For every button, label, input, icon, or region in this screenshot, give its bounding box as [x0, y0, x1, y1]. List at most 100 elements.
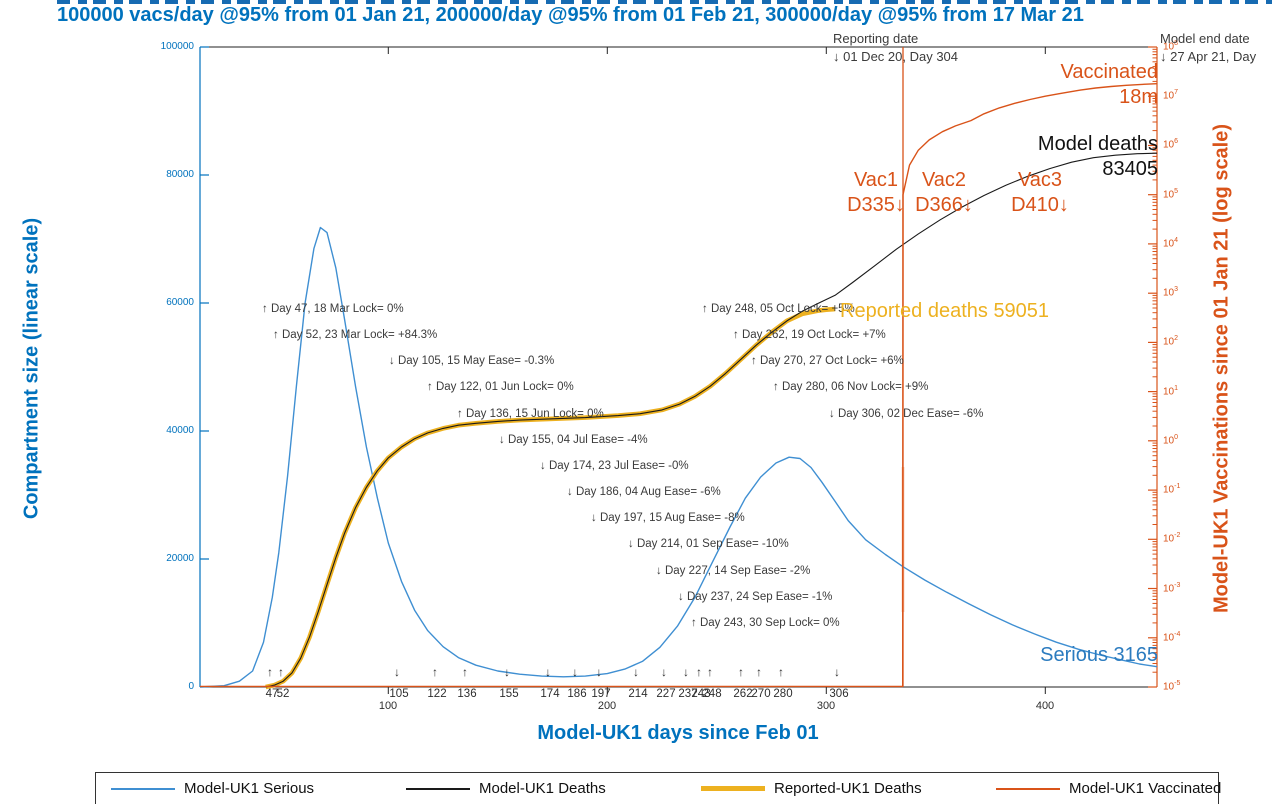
y-right-tick-label: 103	[1163, 286, 1179, 299]
x-event-arrow: ↓	[572, 665, 578, 679]
series-model-uk1-serious	[199, 226, 1158, 688]
x-event-arrow: ↑	[462, 665, 468, 679]
x-event-tick-label: 227	[656, 688, 676, 700]
x-event-arrow: ↑	[778, 665, 784, 679]
lock-ease-annotation: ↓ Day 197, 15 Aug Ease= -8%	[591, 512, 745, 524]
lock-ease-annotation: ↑ Day 248, 05 Oct Lock= +5%	[702, 303, 855, 315]
legend: Model-UK1 Serious Model-UK1 Deaths Repor…	[95, 772, 1221, 804]
x-event-tick-label: 248	[702, 688, 722, 700]
lock-ease-annotation: ↓ Day 306, 02 Dec Ease= -6%	[829, 408, 984, 420]
legend-item-deaths: Model-UK1 Deaths	[406, 773, 606, 804]
model-end-date-annotation: Model end date ↓ 27 Apr 21, Day	[1160, 30, 1278, 66]
y-left-tick-label: 100000	[160, 41, 194, 52]
x-event-tick-label: 105	[389, 688, 409, 700]
x-event-tick-label: 306	[829, 688, 849, 700]
chart-title: 100000 vacs/day @95% from 01 Jan 21, 200…	[57, 4, 1084, 26]
y-right-tick-label: 10-2	[1163, 532, 1181, 545]
legend-label: Reported-UK1 Deaths	[774, 780, 922, 797]
vaccinated-label-text: Vaccinated	[1060, 61, 1158, 83]
vac-event-label: Vac1 D335↓	[847, 169, 905, 216]
x-event-arrow: ↓	[504, 665, 510, 679]
x-event-arrow: ↑	[756, 665, 762, 679]
x-event-arrow: ↓	[633, 665, 639, 679]
lock-ease-annotation: ↑ Day 243, 30 Sep Lock= 0%	[691, 617, 840, 629]
y-left-tick-label: 40000	[166, 425, 194, 436]
x-event-tick-label: 186	[567, 688, 587, 700]
lock-ease-annotation: ↓ Day 105, 15 May Ease= -0.3%	[389, 355, 555, 367]
model-deaths-value: 83405	[1102, 158, 1158, 180]
vac-event-label: Vac2 D366↓	[915, 169, 973, 216]
legend-label: Model-UK1 Vaccinated	[1069, 780, 1222, 797]
legend-item-serious: Model-UK1 Serious	[111, 773, 314, 804]
x-event-tick-label: 47	[265, 688, 279, 700]
lock-ease-annotation: ↓ Day 214, 01 Sep Ease= -10%	[628, 538, 789, 550]
series-model-uk1-vaccinated	[200, 83, 1158, 688]
serious-line-sample	[111, 787, 175, 790]
model-end-title: Model end date	[1160, 31, 1250, 46]
reporting-date-annotation: Reporting date ↓ 01 Dec 20, Day 304	[833, 30, 958, 66]
x-event-arrow: ↑	[267, 665, 273, 679]
model-deaths-label-text: Model deaths	[1037, 133, 1158, 155]
model-end-value: ↓ 27 Apr 21, Day	[1160, 49, 1257, 64]
y-right-tick-label: 108	[1163, 40, 1179, 53]
y-right-tick-label: 10-4	[1163, 631, 1181, 644]
x-event-arrow: ↓	[661, 665, 667, 679]
lock-ease-annotation: ↓ Day 227, 14 Sep Ease= -2%	[656, 565, 811, 577]
reported-line-sample	[701, 786, 765, 791]
x-event-arrow: ↓	[596, 665, 602, 679]
x-axis-label: Model-UK1 days since Feb 01	[537, 722, 819, 744]
lock-ease-annotation: ↑ Day 280, 06 Nov Lock= +9%	[773, 381, 929, 393]
lock-ease-annotation: ↓ Day 174, 23 Jul Ease= -0%	[540, 460, 689, 472]
reporting-date-value: ↓ 01 Dec 20, Day 304	[833, 49, 959, 64]
x-event-tick-label: 136	[457, 688, 477, 700]
y-right-tick-label: 104	[1163, 237, 1179, 250]
lock-ease-annotation: ↑ Day 47, 18 Mar Lock= 0%	[262, 303, 404, 315]
x-major-tick-label: 200	[597, 700, 617, 712]
x-event-arrow: ↓	[394, 665, 400, 679]
y-right-tick-label: 10-1	[1163, 483, 1181, 496]
x-event-tick-label: 155	[499, 688, 519, 700]
lock-ease-annotation: ↑ Day 262, 19 Oct Lock= +7%	[733, 329, 886, 341]
legend-item-reported: Reported-UK1 Deaths	[701, 773, 922, 804]
reporting-date-title: Reporting date	[833, 31, 919, 46]
legend-label: Model-UK1 Deaths	[479, 780, 606, 797]
y-left-tick-label: 60000	[166, 297, 194, 308]
lock-ease-annotation: ↑ Day 52, 23 Mar Lock= +84.3%	[273, 329, 438, 341]
x-event-arrow: ↑	[696, 665, 702, 679]
legend-label: Model-UK1 Serious	[184, 780, 315, 797]
vaccinated-value: 18m	[1119, 86, 1158, 108]
lock-ease-annotation: ↓ Day 155, 04 Jul Ease= -4%	[499, 434, 648, 446]
legend-item-vaccinated: Model-UK1 Vaccinated	[996, 773, 1221, 804]
y-right-tick-label: 10-5	[1163, 680, 1181, 693]
lock-ease-annotation: ↑ Day 122, 01 Jun Lock= 0%	[427, 381, 574, 393]
lock-ease-annotation: ↑ Day 270, 27 Oct Lock= +6%	[751, 355, 904, 367]
x-event-arrow: ↑	[432, 665, 438, 679]
serious-label: Serious 3165	[1040, 644, 1158, 666]
x-event-tick-label: 174	[540, 688, 560, 700]
x-event-tick-label: 262	[733, 688, 753, 700]
x-event-tick-label: 122	[427, 688, 447, 700]
vaccinated-line-sample	[996, 787, 1060, 790]
x-event-tick-label: 52	[276, 688, 290, 700]
x-event-arrow: ↓	[683, 665, 689, 679]
y-left-tick-label: 80000	[166, 169, 194, 180]
y-left-tick-label: 20000	[166, 553, 194, 564]
vac-event-label: Vac3 D410↓	[1011, 169, 1069, 216]
x-event-tick-label: 270	[751, 688, 771, 700]
x-event-tick-label: 197	[591, 688, 611, 700]
deaths-line-sample	[406, 787, 470, 790]
vaccinated-label: Vaccinated 18m	[960, 60, 1158, 110]
x-event-tick-label: 280	[773, 688, 793, 700]
lock-ease-annotation: ↓ Day 186, 04 Aug Ease= -6%	[567, 486, 721, 498]
y-left-tick-label: 0	[188, 681, 194, 692]
reported-deaths-label: Reported deaths 59051	[840, 300, 1050, 322]
x-event-tick-label: 237	[678, 688, 698, 700]
x-event-tick-label: 214	[628, 688, 648, 700]
y-right-tick-label: 106	[1163, 138, 1179, 151]
x-event-arrow: ↓	[834, 665, 840, 679]
y-right-tick-label: 102	[1163, 335, 1179, 348]
y-right-tick-label: 107	[1163, 89, 1179, 102]
